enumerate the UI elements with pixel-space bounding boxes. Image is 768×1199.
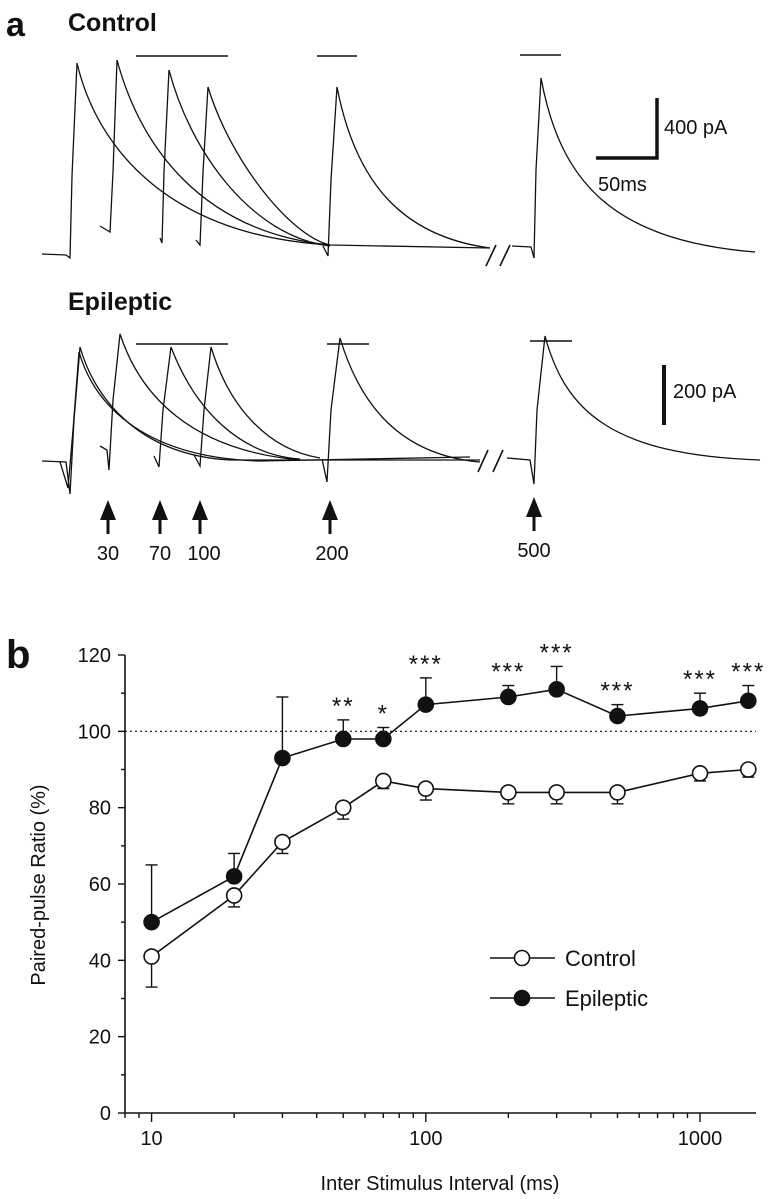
control-point bbox=[225, 887, 243, 904]
control-trace-30 bbox=[41, 62, 491, 260]
y-tick-label-120: 120 bbox=[78, 645, 111, 667]
significance-annotation: ** bbox=[332, 693, 355, 720]
y-tick-label-20: 20 bbox=[89, 1027, 111, 1049]
epileptic-trace-100 bbox=[193, 346, 321, 469]
control-scale-bar bbox=[596, 98, 659, 160]
epileptic-trace-50 bbox=[99, 333, 301, 471]
control-trace-100 bbox=[195, 86, 331, 247]
control-point bbox=[691, 765, 709, 782]
control-point bbox=[274, 833, 291, 851]
chart-legend: Control Epileptic bbox=[490, 946, 648, 1011]
epileptic-point bbox=[691, 700, 709, 717]
y-tick-label-40: 40 bbox=[89, 950, 111, 972]
epileptic-point bbox=[274, 749, 291, 767]
epileptic-trace-30b bbox=[59, 351, 471, 489]
panel-a-letter: a bbox=[6, 6, 26, 44]
axis-break-epileptic-2 bbox=[492, 449, 504, 473]
control-trace-70 bbox=[159, 69, 331, 247]
epileptic-point bbox=[500, 688, 517, 706]
chart-annotations: ** **** ********* *** *** bbox=[332, 639, 765, 728]
control-point bbox=[375, 772, 392, 790]
x-tick-label-100: 100 bbox=[409, 1128, 442, 1150]
significance-annotation: *** bbox=[731, 659, 765, 686]
control-point bbox=[417, 780, 435, 797]
control-trace-200 bbox=[322, 86, 491, 257]
significance-annotation: *** bbox=[540, 639, 574, 666]
epileptic-title: Epileptic bbox=[68, 288, 172, 316]
panel-b-letter: b bbox=[6, 633, 30, 677]
stimulus-arrow-200: 200 bbox=[315, 500, 349, 565]
axis-break-control-2 bbox=[499, 244, 511, 267]
epileptic-point bbox=[740, 692, 757, 710]
stimulus-arrow-100: 100 bbox=[187, 500, 221, 565]
epileptic-trace-70 bbox=[153, 346, 301, 468]
legend-marker-control bbox=[513, 949, 531, 967]
control-point bbox=[548, 784, 565, 801]
control-scale-y-label: 400 pA bbox=[664, 117, 728, 139]
significance-annotation: *** bbox=[409, 651, 443, 678]
legend-label-control: Control bbox=[565, 946, 636, 971]
y-axis-label: Paired-pulse Ratio (%) bbox=[28, 784, 50, 985]
axis-break-control-1 bbox=[485, 244, 497, 267]
x-tick-label-1000: 1000 bbox=[678, 1128, 723, 1150]
epileptic-trace-500 bbox=[506, 335, 761, 485]
axis-break-epileptic-1 bbox=[477, 449, 489, 473]
control-trace-50 bbox=[99, 59, 331, 246]
interval-label-70: 70 bbox=[149, 543, 171, 565]
epileptic-point bbox=[143, 913, 160, 931]
control-point bbox=[609, 784, 626, 801]
epileptic-scale-y-label: 200 pA bbox=[673, 381, 737, 403]
interval-label-30: 30 bbox=[97, 543, 119, 565]
epileptic-point bbox=[548, 681, 565, 698]
legend-label-epileptic: Epileptic bbox=[565, 986, 648, 1011]
panel-a: a Control 400 pA 50ms Epileptic bbox=[6, 6, 761, 565]
epileptic-point bbox=[225, 868, 243, 885]
y-tick-label-100: 100 bbox=[78, 721, 111, 743]
significance-annotation: * bbox=[378, 701, 389, 728]
stimulus-arrows: 30 70 100 200 500 bbox=[97, 497, 551, 565]
legend-marker-epileptic bbox=[513, 989, 531, 1007]
control-point bbox=[740, 761, 757, 778]
epileptic-trace-200 bbox=[321, 337, 481, 483]
epileptic-point bbox=[609, 707, 626, 725]
control-title: Control bbox=[68, 9, 157, 37]
x-axis-label: Inter Stimulus Interval (ms) bbox=[321, 1173, 560, 1195]
control-series-line bbox=[151, 768, 749, 958]
control-point bbox=[143, 948, 160, 965]
control-trace-500 bbox=[511, 77, 756, 259]
control-traces: Control 400 pA 50ms bbox=[41, 9, 756, 267]
significance-annotation: *** bbox=[683, 666, 717, 693]
control-point bbox=[334, 799, 352, 816]
epileptic-point bbox=[334, 730, 352, 748]
interval-label-100: 100 bbox=[187, 543, 220, 565]
epileptic-point bbox=[417, 696, 435, 713]
stimulus-arrow-500: 500 bbox=[517, 497, 551, 562]
stimulus-arrow-70: 70 bbox=[149, 500, 171, 565]
control-point bbox=[500, 784, 517, 801]
interval-label-500: 500 bbox=[517, 540, 550, 562]
stimulus-arrow-30: 30 bbox=[97, 500, 119, 565]
epileptic-traces: Epileptic 200 pA bbox=[41, 288, 761, 495]
significance-annotation: *** bbox=[600, 678, 634, 705]
chart-axes: 0 20 40 60 80 100 120 10 100 1000 bbox=[78, 645, 756, 1150]
epileptic-point bbox=[375, 730, 392, 748]
epileptic-trace-30 bbox=[41, 346, 480, 495]
y-tick-label-80: 80 bbox=[89, 798, 111, 820]
chart-series bbox=[143, 665, 757, 988]
significance-annotation: *** bbox=[491, 659, 525, 686]
x-tick-label-10: 10 bbox=[140, 1128, 162, 1150]
control-scale-x-label: 50ms bbox=[598, 174, 647, 196]
y-tick-label-0: 0 bbox=[100, 1103, 111, 1125]
interval-label-200: 200 bbox=[315, 543, 348, 565]
y-tick-label-60: 60 bbox=[89, 874, 111, 896]
